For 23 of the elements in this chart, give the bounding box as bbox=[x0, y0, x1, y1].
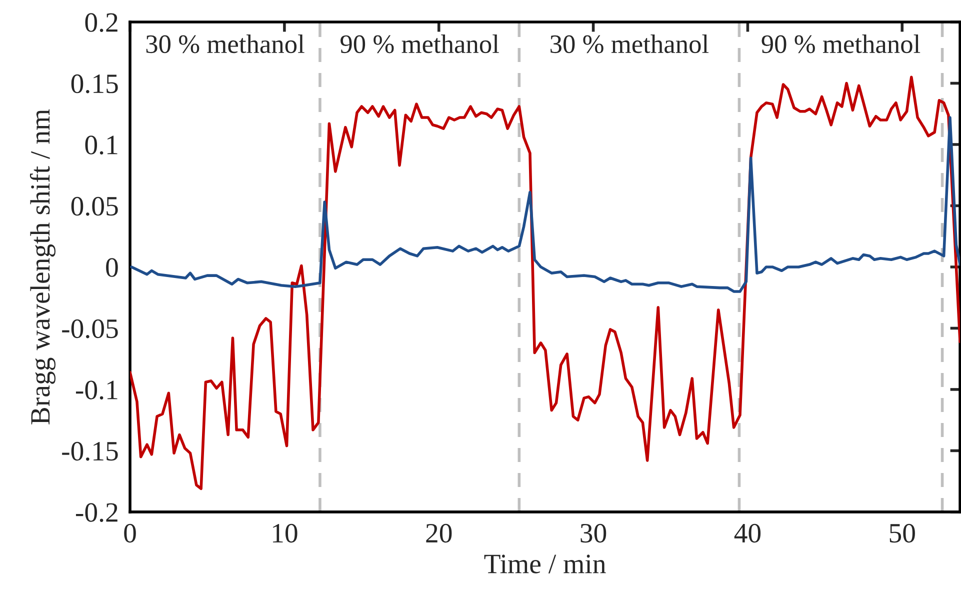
y-tick-label: 0.15 bbox=[71, 74, 118, 94]
y-tick-label: 0.05 bbox=[71, 196, 118, 216]
y-tick-label: 0 bbox=[106, 258, 118, 277]
y-tick-label: 0.1 bbox=[85, 136, 118, 155]
x-tick-label: 10 bbox=[273, 524, 298, 543]
annotation: 90 % methanol bbox=[762, 34, 920, 54]
line-series bbox=[130, 76, 960, 490]
x-tick-label: 40 bbox=[734, 524, 761, 543]
annotation: 90 % methanol bbox=[340, 34, 499, 54]
x-tick-label: 0 bbox=[124, 524, 136, 543]
y-tick-label: -0.15 bbox=[62, 442, 118, 461]
x-tick-label: 20 bbox=[426, 524, 452, 543]
y-tick-label: -0.2 bbox=[76, 503, 118, 522]
y-tick-label: -0.05 bbox=[62, 319, 118, 338]
x-axis-title: Time / min bbox=[484, 554, 606, 574]
y-axis-title: Bragg wavelength shift / nm bbox=[30, 109, 56, 424]
x-tick-label: 30 bbox=[580, 524, 606, 543]
x-tick-label: 50 bbox=[890, 524, 915, 543]
annotation: 30 % methanol bbox=[550, 34, 709, 54]
y-tick-label: 0.2 bbox=[85, 13, 118, 32]
annotation: 30 % methanol bbox=[146, 34, 304, 54]
y-tick-label: -0.1 bbox=[76, 380, 118, 400]
line-series bbox=[130, 116, 960, 293]
